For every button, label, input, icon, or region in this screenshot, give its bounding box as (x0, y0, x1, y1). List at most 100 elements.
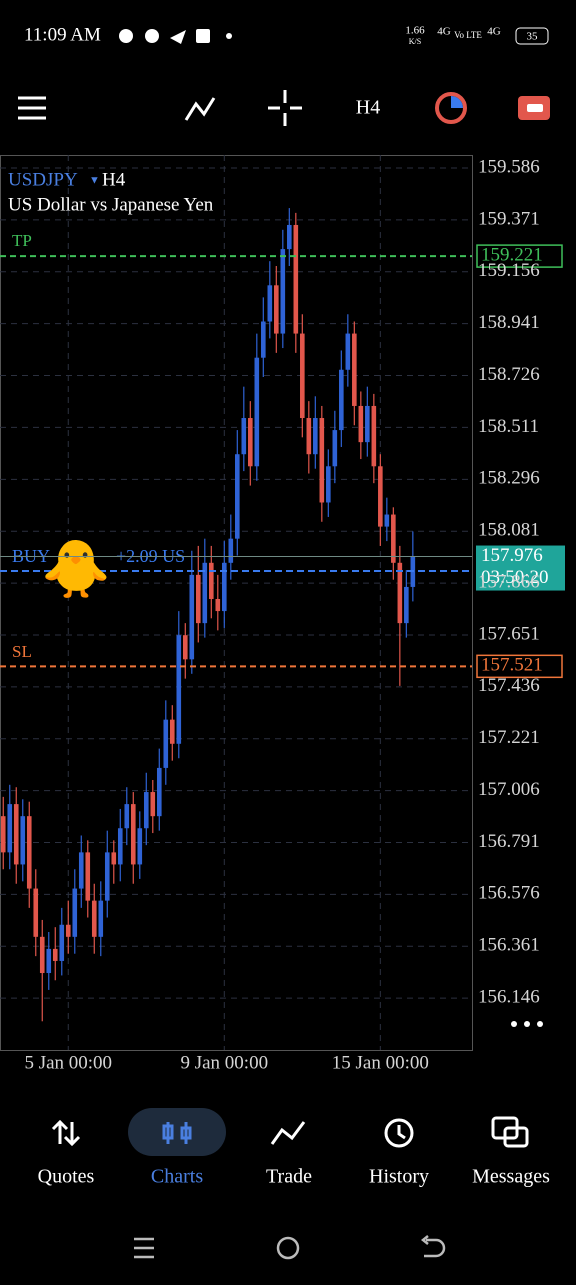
x-tick-label: 9 Jan 00:00 (180, 1052, 268, 1073)
candle-body (85, 852, 91, 901)
y-tick-label: 158.726 (478, 364, 540, 385)
sl-label: SL (12, 642, 32, 661)
candle-body (339, 369, 344, 431)
menu-button[interactable] (18, 96, 46, 120)
candle-body (13, 804, 19, 865)
candle-body (280, 249, 286, 334)
y-tick-label: 156.361 (478, 935, 540, 956)
candle-body (20, 816, 26, 865)
candle-body (143, 792, 149, 829)
candle-body (261, 321, 266, 358)
recents-button[interactable] (134, 1237, 154, 1259)
candle-body (215, 599, 221, 612)
candle-body (371, 405, 377, 467)
net-speed: 1.66 (405, 25, 425, 37)
candle-body (111, 852, 117, 865)
charts-icon (162, 1124, 174, 1140)
y-tick-label: 158.081 (478, 520, 540, 541)
active-tab-pill (128, 1108, 226, 1156)
symbol-dropdown[interactable]: ▼ (89, 175, 100, 187)
candle-body (319, 418, 325, 503)
candle-body (306, 418, 312, 455)
candle-body (221, 562, 227, 612)
timeframe-button[interactable]: H4 (356, 97, 380, 119)
status-icon (226, 33, 232, 39)
history-icon (384, 1118, 414, 1148)
battery-level: 35 (527, 31, 539, 43)
y-tick-label: 158.511 (478, 416, 539, 437)
clock: 11:09 AM (24, 24, 101, 45)
status-icon (145, 29, 159, 43)
candle-body (365, 405, 370, 443)
candle-body (254, 357, 260, 467)
trade-icon (270, 1121, 306, 1145)
volte: Vo LTE (454, 30, 482, 40)
current-price-box (476, 545, 565, 591)
candle-body (65, 924, 71, 937)
candle-body (248, 418, 253, 467)
nav-tab[interactable]: Trade (266, 1166, 312, 1188)
back-button[interactable] (420, 1235, 446, 1258)
chart-frame (0, 155, 473, 1051)
home-button[interactable] (276, 1236, 300, 1260)
tp-price-box (476, 244, 563, 268)
nav-tab[interactable]: Charts (151, 1166, 203, 1188)
candle-body (241, 418, 247, 455)
candle-body (176, 635, 182, 744)
candle-body (98, 900, 104, 937)
candle-body (345, 333, 351, 370)
quotes-icon (51, 1119, 81, 1147)
candle-body (313, 418, 318, 455)
candle-body (39, 936, 45, 974)
nav-tab[interactable]: Messages (472, 1166, 550, 1188)
crosshair-button[interactable] (268, 90, 302, 126)
sticker: 🐥 (41, 537, 111, 601)
net-speed-unit: K/S (409, 37, 421, 46)
y-tick-label: 159.586 (478, 156, 540, 177)
y-tick-label: 157.866 (478, 571, 540, 592)
current-price: 157.976 (481, 545, 543, 566)
candle-body (0, 816, 6, 853)
candle-body (332, 430, 338, 467)
y-tick-label: 156.576 (478, 883, 540, 904)
x-tick-label: 15 Jan 00:00 (332, 1052, 429, 1073)
network: 4G (437, 26, 451, 38)
y-tick-label: 159.156 (478, 260, 540, 281)
candle-body (326, 466, 331, 503)
y-tick-label: 157.436 (478, 675, 540, 696)
y-tick-label: 159.371 (478, 208, 540, 229)
history-icon (397, 1125, 406, 1140)
tp-label: TP (12, 231, 32, 250)
y-tick-label: 158.296 (478, 468, 540, 489)
y-tick-label: 157.221 (478, 727, 540, 748)
nav-tab[interactable]: History (369, 1166, 429, 1188)
y-tick-label: 156.791 (478, 831, 540, 852)
network: 4G (487, 26, 501, 38)
trade-icon (527, 104, 543, 112)
candle-body (378, 466, 383, 527)
status-icon (119, 29, 133, 43)
candle-body (33, 888, 39, 937)
candle-body (195, 574, 201, 624)
y-tick-label: 158.941 (478, 312, 540, 333)
chart-timeframe: H4 (102, 169, 126, 190)
alerts-button[interactable] (435, 92, 467, 124)
candle-body (163, 719, 169, 768)
candle-body (91, 900, 97, 937)
candle-body (235, 454, 240, 539)
battery (515, 27, 549, 45)
indicators-button[interactable] (184, 97, 216, 121)
candle-body (117, 828, 123, 865)
sl-price-box (476, 654, 563, 679)
more-button[interactable] (511, 1021, 543, 1027)
nav-tab[interactable]: Quotes (38, 1166, 95, 1188)
candle-body (300, 333, 305, 419)
candle-body (358, 405, 364, 443)
y-tick-label: 157.651 (478, 623, 540, 644)
candle-body (293, 224, 299, 334)
symbol[interactable]: USDJPY (8, 169, 78, 190)
candle-body (267, 285, 273, 322)
messages-icon (503, 1126, 529, 1148)
candle-body (156, 767, 162, 817)
